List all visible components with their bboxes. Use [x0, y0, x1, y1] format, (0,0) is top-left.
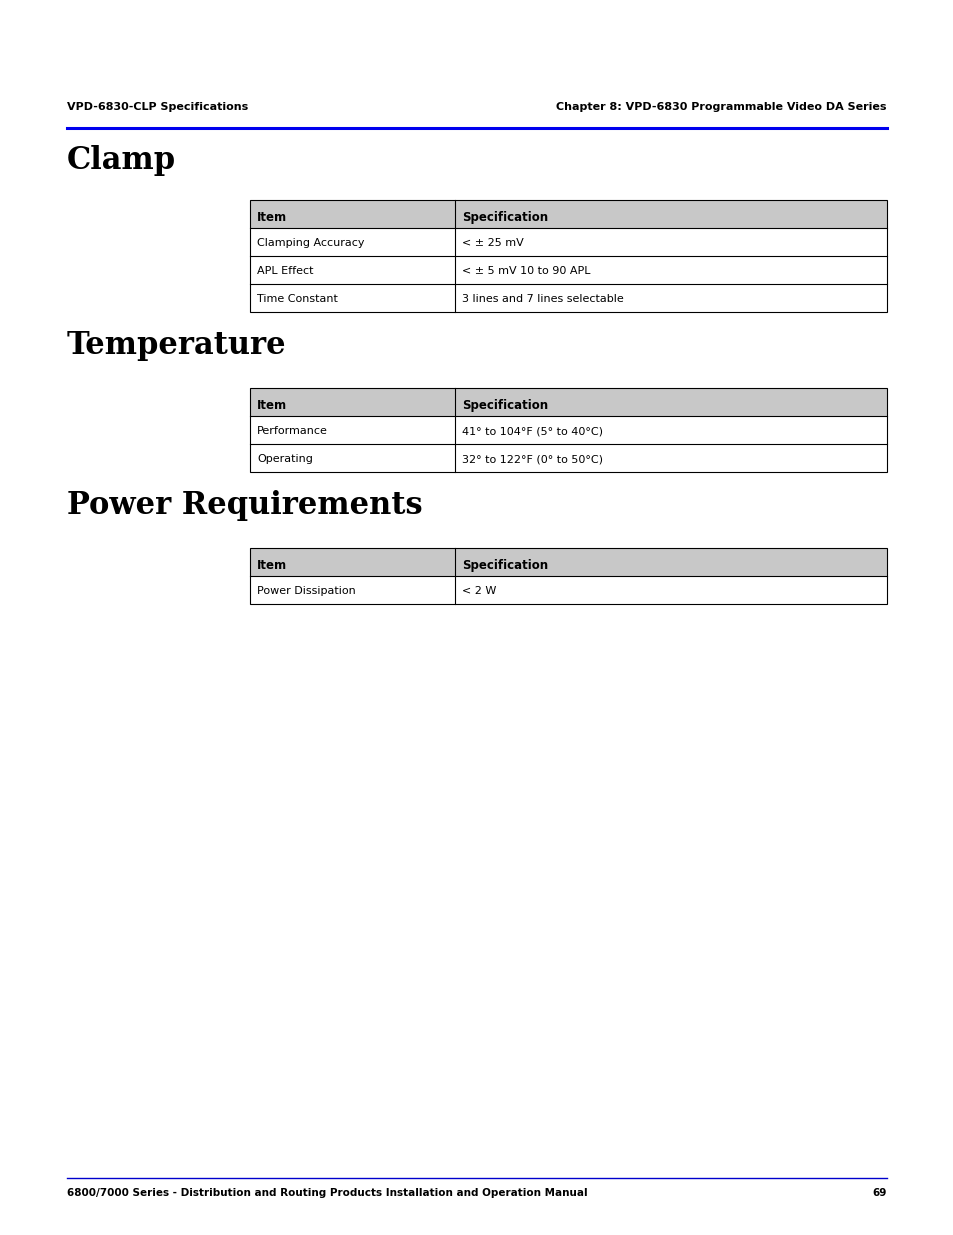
Text: 69: 69 [872, 1188, 886, 1198]
Text: 41° to 104°F (5° to 40°C): 41° to 104°F (5° to 40°C) [461, 426, 602, 436]
Text: Specification: Specification [461, 399, 548, 411]
Text: VPD-6830-CLP Specifications: VPD-6830-CLP Specifications [67, 103, 248, 112]
Text: Clamp: Clamp [67, 144, 176, 177]
Text: Item: Item [256, 559, 287, 572]
Bar [250, 388, 886, 472]
Text: Power Requirements: Power Requirements [67, 490, 422, 521]
Bar [250, 416, 886, 445]
Bar [250, 388, 886, 416]
Text: 6800/7000 Series - Distribution and Routing Products Installation and Operation : 6800/7000 Series - Distribution and Rout… [67, 1188, 587, 1198]
Bar [250, 548, 886, 604]
Bar [250, 228, 886, 256]
Text: Performance: Performance [256, 426, 328, 436]
Text: Temperature: Temperature [67, 330, 286, 361]
Text: 32° to 122°F (0° to 50°C): 32° to 122°F (0° to 50°C) [461, 454, 602, 464]
Bar [250, 445, 886, 472]
Text: 3 lines and 7 lines selectable: 3 lines and 7 lines selectable [461, 294, 623, 304]
Text: Item: Item [256, 399, 287, 411]
Text: Specification: Specification [461, 559, 548, 572]
Text: APL Effect: APL Effect [256, 267, 314, 277]
Text: < ± 25 mV: < ± 25 mV [461, 238, 523, 248]
Bar [250, 200, 886, 228]
Text: Specification: Specification [461, 211, 548, 224]
Text: Clamping Accuracy: Clamping Accuracy [256, 238, 364, 248]
Bar [250, 200, 886, 312]
Text: Time Constant: Time Constant [256, 294, 337, 304]
Bar [250, 284, 886, 312]
Text: Operating: Operating [256, 454, 313, 464]
Bar [250, 256, 886, 284]
Text: < 2 W: < 2 W [461, 587, 496, 597]
Text: Item: Item [256, 211, 287, 224]
Bar [250, 576, 886, 604]
Text: < ± 5 mV 10 to 90 APL: < ± 5 mV 10 to 90 APL [461, 267, 590, 277]
Bar [250, 548, 886, 576]
Text: Power Dissipation: Power Dissipation [256, 587, 355, 597]
Text: Chapter 8: VPD-6830 Programmable Video DA Series: Chapter 8: VPD-6830 Programmable Video D… [556, 103, 886, 112]
